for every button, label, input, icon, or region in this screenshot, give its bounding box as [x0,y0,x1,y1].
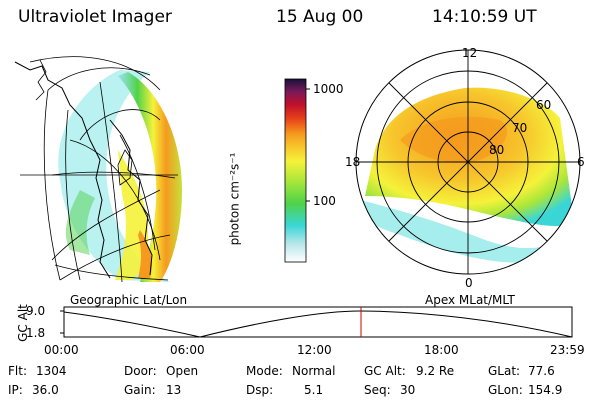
info-value: Normal [292,364,336,378]
timeline-xtick-0600: 06:00 [170,343,205,357]
lat-label-80: 80 [489,143,505,157]
aurora-band [118,72,182,282]
polar-panel [355,49,581,275]
info-value: 154.9 [528,383,563,397]
timeline-ytick-high: 9.0 [26,304,46,318]
timeline-xtick-0000: 00:00 [44,343,79,357]
colorbar-tick-1000: 1000 [313,82,344,96]
geo-panel-label: Geographic Lat/Lon [70,293,188,307]
polar-emission-edge [358,200,560,263]
timeline-xtick-1800: 18:00 [424,343,459,357]
info-value: 30 [400,383,416,397]
timeline-xtick-1200: 12:00 [297,343,332,357]
timeline-plot [60,306,573,338]
altitude-curve [63,310,573,338]
polar-panel-label: Apex MLat/MLT [425,293,515,307]
polar-emission-core [400,116,508,163]
coastline [14,61,111,279]
info-key: Seq: [364,383,391,397]
lat-label-70: 70 [512,121,528,135]
timeline-ytick-low: 1.8 [26,326,46,340]
coastline-east [109,119,153,276]
info-value: 5.1 [304,383,324,397]
mlt-label-18: 18 [345,155,361,169]
coastline-west [35,59,47,101]
info-key: IP: [8,383,23,397]
info-key: Dsp: [246,383,274,397]
info-value: 9.2 Re [416,364,455,378]
colorbar-label: photon cm⁻²s⁻¹ [227,152,242,246]
info-key: Mode: [246,364,283,378]
info-key: GLon: [488,383,523,397]
time-label: 14:10:59 UT [432,7,537,27]
info-value: 13 [166,383,182,397]
mlt-label-12: 12 [462,46,478,60]
info-key: GC Alt: [364,364,406,378]
geo-grid [20,56,178,283]
info-value: Open [166,364,199,378]
timeline-xtick-2359: 23:59 [550,343,585,357]
mlt-label-0: 0 [465,276,473,290]
info-value: 77.6 [528,364,555,378]
app-title: Ultraviolet Imager [18,7,172,27]
info-key: Flt: [8,364,27,378]
colorbar [284,78,310,263]
date-label: 15 Aug 00 [276,7,364,27]
info-key: GLat: [488,364,521,378]
info-key: Door: [124,364,157,378]
mlt-label-6: 6 [577,155,585,169]
lat-label-60: 60 [536,98,552,112]
info-key: Gain: [124,383,156,397]
info-value: 36.0 [32,383,59,397]
island-outline [117,149,133,186]
info-value: 1304 [36,364,67,378]
aurora-patch [65,190,95,255]
colorbar-tick-100: 100 [313,194,336,208]
geographic-panel [14,56,182,283]
